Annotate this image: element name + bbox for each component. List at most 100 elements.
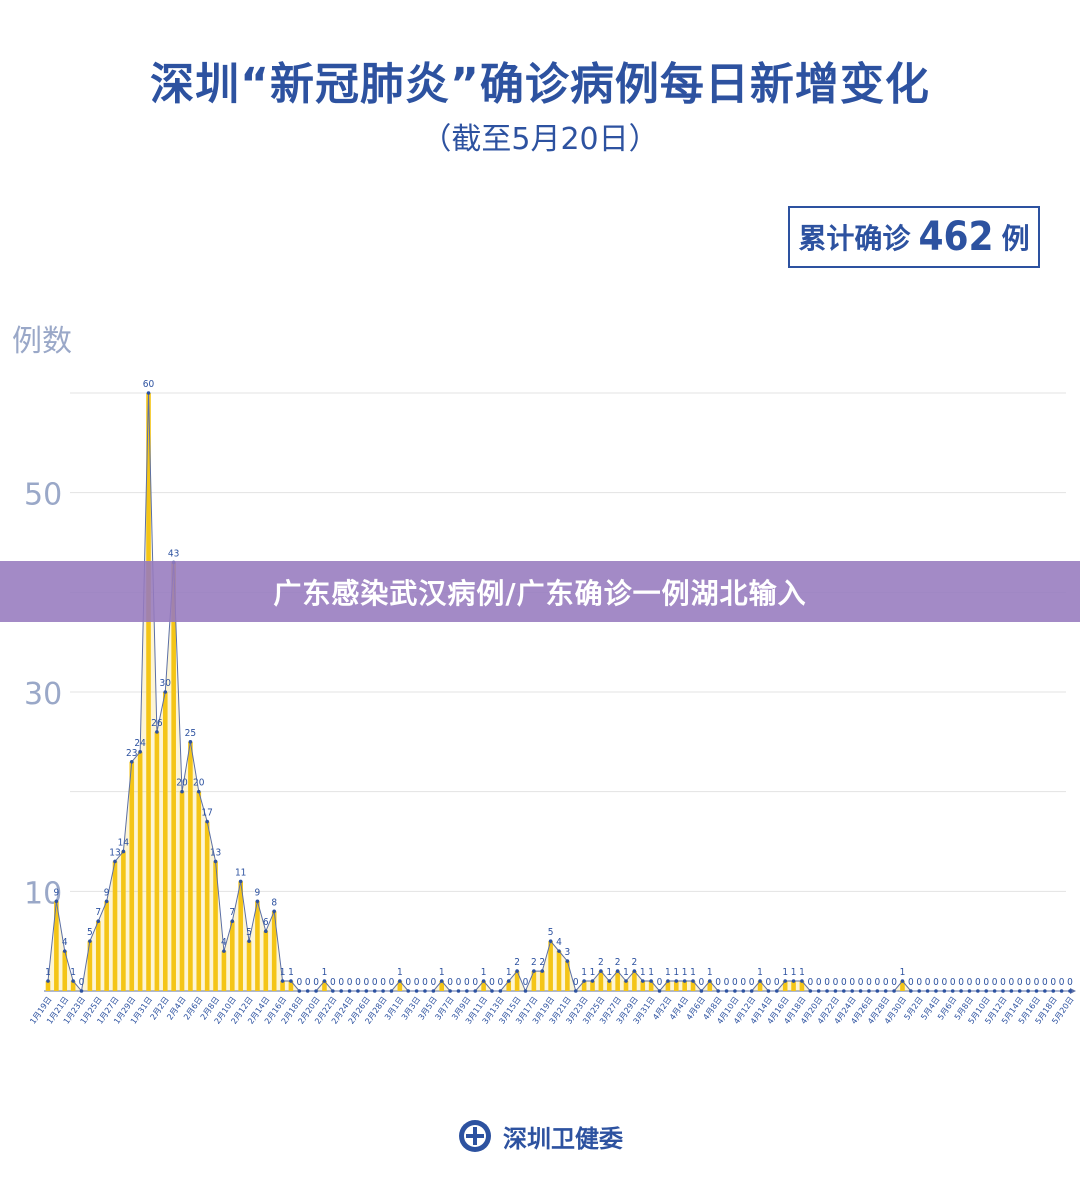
bar (263, 931, 269, 991)
data-point (808, 989, 813, 993)
data-point (1051, 989, 1056, 993)
data-point (833, 989, 838, 993)
bar (539, 971, 545, 991)
data-point (414, 989, 419, 993)
data-point (925, 989, 930, 993)
data-label: 0 (363, 977, 369, 988)
data-point (473, 989, 478, 993)
data-label: 0 (79, 977, 85, 988)
data-point (976, 989, 980, 993)
data-label: 0 (883, 977, 889, 988)
data-label: 0 (950, 977, 956, 988)
data-point (347, 989, 352, 993)
data-point (1009, 989, 1014, 993)
data-label: 0 (740, 977, 746, 988)
bar (87, 941, 93, 991)
data-point (398, 979, 402, 983)
data-label: 8 (271, 897, 277, 908)
data-label: 0 (933, 977, 939, 988)
data-label: 0 (1017, 977, 1023, 988)
data-label: 0 (715, 977, 721, 988)
bar (791, 981, 796, 991)
data-label: 0 (908, 977, 914, 988)
data-point (439, 979, 444, 983)
data-label: 2 (598, 957, 604, 968)
bar (280, 981, 285, 991)
data-label: 30 (160, 678, 172, 689)
data-point (699, 989, 704, 993)
data-label: 0 (347, 977, 353, 988)
data-point (222, 949, 226, 953)
data-label: 0 (472, 977, 478, 988)
data-point (741, 989, 746, 993)
data-label: 5 (548, 927, 554, 938)
bar (62, 951, 68, 991)
data-label: 7 (95, 907, 101, 918)
data-label: 4 (221, 937, 227, 948)
data-point (180, 789, 184, 794)
data-point (749, 989, 754, 993)
data-point (1043, 989, 1047, 993)
data-label: 0 (489, 977, 495, 988)
bar (322, 981, 327, 991)
bar (565, 961, 570, 991)
data-point (356, 989, 360, 993)
data-point (247, 939, 251, 943)
data-label: 0 (732, 977, 738, 988)
data-point (372, 989, 377, 993)
data-label: 0 (372, 977, 378, 988)
data-point (783, 979, 787, 983)
data-label: 0 (983, 977, 989, 988)
data-point (766, 989, 771, 993)
data-point (331, 989, 335, 993)
data-label: 2 (514, 957, 520, 968)
data-label: 0 (355, 977, 361, 988)
data-point (1001, 989, 1005, 993)
data-label: 24 (134, 738, 146, 749)
data-point (850, 989, 854, 993)
data-label: 0 (958, 977, 964, 988)
data-point (515, 969, 519, 973)
bar (548, 941, 553, 991)
data-label: 1 (606, 967, 612, 978)
data-point (155, 730, 159, 734)
data-point (1034, 989, 1039, 993)
bar (104, 901, 109, 991)
data-label: 1 (481, 967, 487, 978)
data-point (883, 989, 888, 993)
data-point (423, 989, 427, 993)
data-point (674, 979, 679, 983)
data-label: 0 (1042, 977, 1048, 988)
data-point (791, 979, 796, 983)
bar (648, 981, 654, 991)
data-point (724, 989, 729, 993)
data-point (682, 979, 687, 983)
bar (799, 981, 805, 991)
data-point (46, 979, 50, 983)
data-label: 0 (657, 977, 663, 988)
data-point (188, 740, 193, 744)
data-label: 0 (824, 977, 830, 988)
data-point (389, 989, 394, 993)
data-label: 1 (581, 967, 587, 978)
data-label: 1 (590, 967, 596, 978)
bar (640, 981, 646, 991)
data-point (205, 819, 209, 824)
data-point (121, 849, 126, 854)
bar (514, 971, 520, 991)
data-label: 43 (168, 548, 179, 559)
data-point (716, 989, 720, 993)
bar (690, 981, 696, 991)
data-label: 0 (858, 977, 864, 988)
data-label: 0 (464, 977, 470, 988)
data-label: 9 (255, 887, 261, 898)
bar (481, 981, 486, 991)
data-point (138, 750, 142, 754)
cumulative-number: 462 (918, 214, 994, 260)
bar (439, 981, 445, 991)
bar (606, 981, 612, 991)
data-point (129, 759, 134, 764)
data-label: 0 (573, 977, 579, 988)
data-label: 1 (45, 967, 51, 978)
data-point (858, 989, 863, 993)
